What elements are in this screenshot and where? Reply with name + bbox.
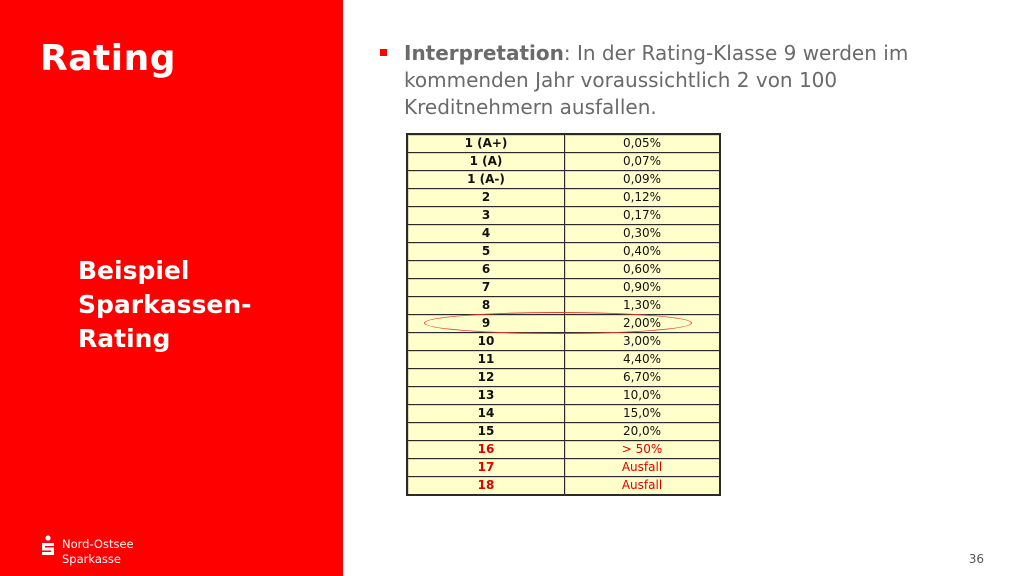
rating-class-cell: 5 — [406, 242, 565, 261]
default-rate-cell: Ausfall — [564, 458, 721, 477]
default-rate-cell: 0,17% — [564, 206, 721, 225]
logo-text: Nord-Ostsee Sparkasse — [62, 537, 134, 567]
default-rate-cell: 1,30% — [564, 296, 721, 315]
slide-subtitle: Beispiel Sparkassen- Rating — [78, 254, 318, 356]
rating-class-cell: 18 — [406, 476, 565, 496]
default-rate-cell: 4,40% — [564, 350, 721, 369]
rating-class-cell: 17 — [406, 458, 565, 477]
bullet-label: Interpretation — [404, 41, 564, 65]
rating-class-cell: 12 — [406, 368, 565, 387]
default-rate-cell: 3,00% — [564, 332, 721, 351]
table-row: 9 2,00% — [406, 314, 721, 333]
table-row: 10 3,00% — [406, 332, 721, 351]
logo-line: Sparkasse — [62, 552, 121, 566]
rating-class-cell: 13 — [406, 386, 565, 405]
table-row: 14 15,0% — [406, 404, 721, 423]
rating-class-cell: 9 — [406, 314, 565, 333]
table-row: 11 4,40% — [406, 350, 721, 369]
table-row: 18 Ausfall — [406, 476, 721, 496]
table-row: 7 0,90% — [406, 278, 721, 297]
default-rate-cell: 2,00% — [564, 314, 721, 333]
table-row: 5 0,40% — [406, 242, 721, 261]
logo-line: Nord-Ostsee — [62, 537, 134, 551]
table-row: 1 (A) 0,07% — [406, 152, 721, 171]
default-rate-cell: 0,30% — [564, 224, 721, 243]
rating-class-cell: 1 (A-) — [406, 170, 565, 189]
rating-class-cell: 10 — [406, 332, 565, 351]
rating-class-cell: 6 — [406, 260, 565, 279]
default-rate-cell: 15,0% — [564, 404, 721, 423]
table-row: 13 10,0% — [406, 386, 721, 405]
table-row: 1 (A+) 0,05% — [406, 133, 721, 153]
bullet-square-icon — [380, 49, 387, 56]
rating-class-cell: 11 — [406, 350, 565, 369]
rating-class-cell: 14 — [406, 404, 565, 423]
table-row: 1 (A-) 0,09% — [406, 170, 721, 189]
table-row: 3 0,17% — [406, 206, 721, 225]
rating-table-body: 1 (A+) 0,05% 1 (A) 0,07% 1 (A-) 0,09% 2 0,12% 3 0… — [406, 133, 721, 496]
table-row: 17 Ausfall — [406, 458, 721, 477]
default-rate-cell: 10,0% — [564, 386, 721, 405]
default-rate-cell: 0,09% — [564, 170, 721, 189]
default-rate-cell: Ausfall — [564, 476, 721, 496]
table-row: 16 > 50% — [406, 440, 721, 459]
sparkasse-logo: Nord-Ostsee Sparkasse — [40, 535, 160, 571]
rating-class-cell: 7 — [406, 278, 565, 297]
subtitle-line: Rating — [78, 324, 171, 353]
rating-class-cell: 3 — [406, 206, 565, 225]
default-rate-cell: 0,05% — [564, 133, 721, 153]
rating-class-cell: 1 (A+) — [406, 133, 565, 153]
slide-title: Rating — [40, 38, 176, 79]
table-row: 6 0,60% — [406, 260, 721, 279]
subtitle-line: Sparkassen- — [78, 290, 252, 319]
rating-table: 1 (A+) 0,05% 1 (A) 0,07% 1 (A-) 0,09% 2 0,12% 3 0… — [406, 133, 721, 496]
default-rate-cell: 0,12% — [564, 188, 721, 207]
default-rate-cell: > 50% — [564, 440, 721, 459]
rating-class-cell: 16 — [406, 440, 565, 459]
rating-class-cell: 8 — [406, 296, 565, 315]
rating-class-cell: 4 — [406, 224, 565, 243]
default-rate-cell: 0,90% — [564, 278, 721, 297]
default-rate-cell: 0,40% — [564, 242, 721, 261]
default-rate-cell: 6,70% — [564, 368, 721, 387]
table-row: 12 6,70% — [406, 368, 721, 387]
default-rate-cell: 0,60% — [564, 260, 721, 279]
table-row: 2 0,12% — [406, 188, 721, 207]
rating-class-cell: 2 — [406, 188, 565, 207]
page-number: 36 — [968, 552, 984, 566]
subtitle-line: Beispiel — [78, 256, 190, 285]
bullet-text: Interpretation: In der Rating-Klasse 9 w… — [404, 40, 924, 121]
rating-class-cell: 15 — [406, 422, 565, 441]
default-rate-cell: 20,0% — [564, 422, 721, 441]
default-rate-cell: 0,07% — [564, 152, 721, 171]
table-row: 15 20,0% — [406, 422, 721, 441]
rating-class-cell: 1 (A) — [406, 152, 565, 171]
table-row: 8 1,30% — [406, 296, 721, 315]
left-red-panel — [0, 0, 343, 576]
bullet-body: : In der Rating-Klasse 9 werden im komme… — [404, 41, 909, 119]
sparkasse-s-icon — [42, 535, 54, 555]
table-row: 4 0,30% — [406, 224, 721, 243]
